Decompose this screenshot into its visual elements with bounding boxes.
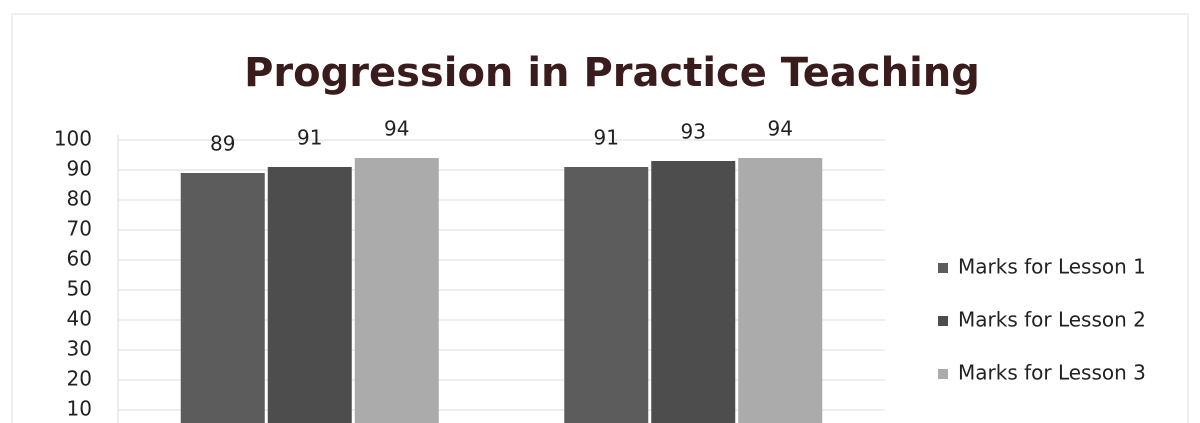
y-tick-label: 40 (67, 307, 92, 331)
bar (180, 173, 265, 423)
y-tick-label: 30 (67, 337, 92, 361)
y-tick-label: 10 (67, 397, 92, 421)
data-label: 89 (210, 132, 235, 156)
bar (267, 167, 352, 423)
legend-label: Marks for Lesson 1 (958, 255, 1146, 279)
legend-label: Marks for Lesson 2 (958, 308, 1146, 332)
y-tick-label: 90 (67, 157, 92, 181)
data-label: 93 (681, 120, 706, 144)
y-tick-label: 60 (67, 247, 92, 271)
chart-frame (11, 13, 1189, 423)
bar (738, 158, 823, 423)
y-tick-label: 20 (67, 367, 92, 391)
chart-title: Progression in Practice Teaching (244, 50, 980, 96)
data-label: 94 (768, 117, 793, 141)
y-tick-label: 100 (54, 127, 92, 151)
y-tick-label: 70 (67, 217, 92, 241)
legend-marker (938, 316, 948, 326)
legend-label: Marks for Lesson 3 (958, 361, 1146, 385)
bar (354, 158, 439, 423)
y-tick-label: 80 (67, 187, 92, 211)
bar (564, 167, 649, 423)
y-tick-label: 50 (67, 277, 92, 301)
legend-marker (938, 263, 948, 273)
data-label: 94 (384, 117, 409, 141)
data-label: 91 (594, 126, 619, 150)
bar (651, 161, 736, 423)
data-label: 91 (297, 126, 322, 150)
legend-marker (938, 369, 948, 379)
